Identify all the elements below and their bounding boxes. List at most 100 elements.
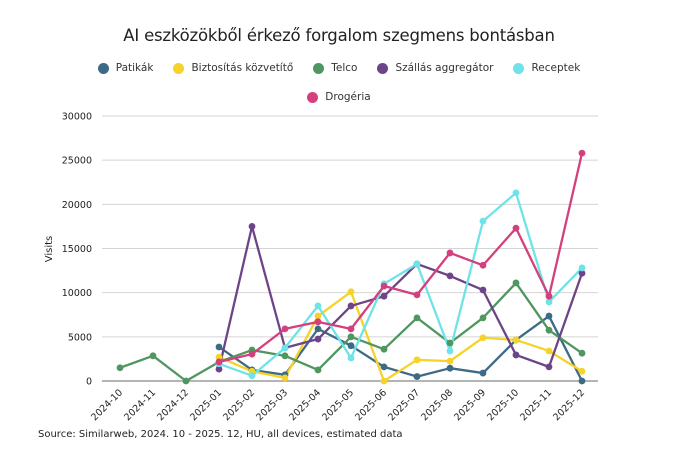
data-point[interactable]	[479, 334, 487, 342]
legend-row-2: Drogéria	[0, 87, 678, 107]
data-point[interactable]	[446, 339, 454, 347]
legend-item-szallas[interactable]: Szállás aggregátor	[377, 62, 493, 74]
data-point[interactable]	[578, 264, 586, 272]
x-tick-label: 2025-09	[452, 387, 488, 423]
data-point[interactable]	[380, 292, 388, 300]
x-tick-label: 2025-04	[287, 387, 323, 423]
data-point[interactable]	[149, 352, 157, 360]
data-point[interactable]	[512, 351, 520, 359]
data-point[interactable]	[314, 318, 322, 326]
x-tick-label: 2025-03	[254, 387, 290, 423]
data-point[interactable]	[281, 344, 289, 352]
data-point[interactable]	[578, 269, 586, 277]
data-point[interactable]	[182, 377, 190, 385]
data-point[interactable]	[446, 364, 454, 372]
data-point[interactable]	[347, 288, 355, 296]
data-point[interactable]	[512, 336, 520, 344]
legend-item-receptek[interactable]: Receptek	[513, 62, 580, 74]
legend-marker-icon	[377, 62, 389, 74]
data-point[interactable]	[446, 249, 454, 257]
data-point[interactable]	[347, 302, 355, 310]
data-point[interactable]	[380, 345, 388, 353]
y-tick-label: 10000	[62, 288, 92, 299]
data-point[interactable]	[479, 369, 487, 377]
data-point[interactable]	[215, 358, 223, 366]
data-point[interactable]	[578, 149, 586, 157]
data-point[interactable]	[281, 374, 289, 382]
series-line-4	[218, 191, 583, 377]
data-point[interactable]	[347, 342, 355, 350]
data-point[interactable]	[380, 377, 388, 385]
data-point[interactable]	[545, 292, 553, 300]
legend-marker-icon	[313, 62, 325, 74]
legend-item-drogeria[interactable]: Drogéria	[307, 91, 371, 103]
x-tick-label: 2025-08	[419, 387, 455, 423]
legend-label: Receptek	[531, 62, 581, 74]
y-tick-label: 15000	[62, 244, 92, 255]
data-point[interactable]	[578, 367, 586, 375]
data-point[interactable]	[479, 217, 487, 225]
data-point[interactable]	[512, 279, 520, 287]
legend-item-biztositas[interactable]: Biztosítás közvetítő	[173, 62, 293, 74]
data-point[interactable]	[512, 224, 520, 232]
y-tick-label: 20000	[62, 200, 92, 211]
data-point[interactable]	[215, 343, 223, 351]
data-point[interactable]	[314, 312, 322, 320]
legend-label: Drogéria	[325, 91, 371, 103]
data-point[interactable]	[446, 347, 454, 355]
data-point[interactable]	[248, 350, 256, 358]
data-point[interactable]	[413, 314, 421, 322]
data-point[interactable]	[446, 272, 454, 280]
data-point[interactable]	[479, 286, 487, 294]
y-tick-label: 0	[86, 377, 92, 388]
legend-label: Telco	[331, 62, 358, 74]
data-point[interactable]	[248, 223, 256, 230]
series-line-5	[218, 152, 584, 364]
data-point[interactable]	[380, 282, 388, 290]
data-point[interactable]	[380, 363, 388, 371]
data-point[interactable]	[578, 377, 586, 385]
data-point[interactable]	[347, 354, 355, 362]
y-axis: 0 5000 10000 15000 20000 25000 30000	[62, 112, 92, 388]
legend-label: Szállás aggregátor	[395, 62, 494, 74]
data-point[interactable]	[413, 291, 421, 299]
chart-title: AI eszközökből érkező forgalom szegmens …	[123, 26, 555, 45]
y-tick-label: 25000	[62, 156, 92, 167]
legend-marker-icon	[173, 62, 185, 74]
data-point[interactable]	[545, 326, 553, 334]
x-tick-label: 2024-10	[89, 387, 125, 423]
data-point[interactable]	[248, 372, 256, 380]
data-point[interactable]	[413, 260, 421, 268]
data-point[interactable]	[347, 325, 355, 333]
legend-item-patikak[interactable]: Patikák	[97, 62, 153, 74]
data-point[interactable]	[545, 312, 553, 320]
x-tick-label: 2025-06	[353, 387, 389, 423]
data-point[interactable]	[314, 366, 322, 374]
x-tick-label: 2025-11	[518, 387, 554, 423]
data-point[interactable]	[545, 347, 553, 355]
data-point[interactable]	[281, 352, 289, 360]
data-point[interactable]	[512, 189, 520, 197]
data-point[interactable]	[314, 302, 322, 310]
data-point[interactable]	[413, 356, 421, 364]
data-point[interactable]	[413, 373, 421, 380]
data-point[interactable]	[545, 298, 553, 306]
data-point[interactable]	[116, 364, 124, 372]
data-point[interactable]	[578, 349, 586, 357]
data-point[interactable]	[314, 325, 322, 333]
data-point[interactable]	[479, 314, 487, 322]
legend-marker-icon	[513, 62, 525, 74]
data-point[interactable]	[314, 335, 322, 343]
x-tick-label: 2025-07	[386, 387, 422, 423]
data-point[interactable]	[281, 325, 289, 333]
data-point[interactable]	[479, 261, 487, 269]
data-point[interactable]	[347, 333, 355, 341]
x-tick-label: 2025-12	[551, 387, 587, 423]
data-point[interactable]	[215, 365, 223, 373]
data-point[interactable]	[545, 363, 553, 371]
data-point[interactable]	[446, 357, 454, 365]
legend-marker-icon	[307, 91, 319, 103]
data-point[interactable]	[215, 353, 223, 361]
legend-item-telco[interactable]: Telco	[313, 62, 357, 74]
